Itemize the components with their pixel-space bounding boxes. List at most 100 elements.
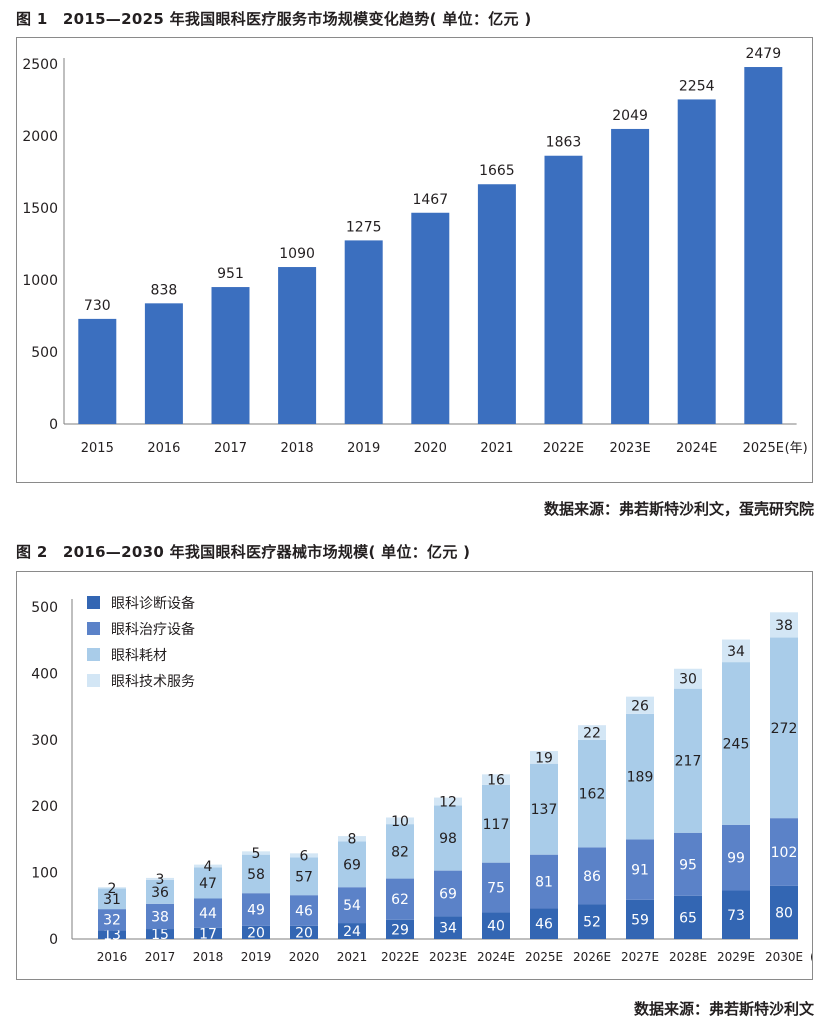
data-label: 75 <box>487 881 505 897</box>
data-label: 81 <box>535 875 553 891</box>
segment-2029E-s0 <box>722 890 750 939</box>
segment-2020-s0 <box>290 925 318 939</box>
data-label: 245 <box>723 736 750 752</box>
data-label: 8 <box>348 832 357 848</box>
data-label: 34 <box>439 921 457 937</box>
figure2-chart: 0100200300400500133231220161538363201717… <box>31 595 828 964</box>
segment-2017-s0 <box>146 929 174 939</box>
segment-2023E-s2 <box>434 805 462 871</box>
segment-2018-s2 <box>194 867 222 899</box>
data-label: 36 <box>151 885 169 901</box>
bar-2016 <box>144 303 183 424</box>
segment-2030E-s0 <box>770 885 798 939</box>
data-label: 31 <box>103 892 121 908</box>
segment-2029E-s1 <box>722 824 750 891</box>
segment-2017-s3 <box>146 877 174 880</box>
bar-2020 <box>411 212 450 424</box>
segment-2021-s2 <box>338 841 366 888</box>
segment-2024E-s2 <box>482 784 510 863</box>
data-label: 26 <box>631 698 649 714</box>
x-tick-label: 2017 <box>145 950 176 964</box>
x-unit-label: (年) <box>810 950 812 964</box>
segment-2022E-s0 <box>386 919 414 939</box>
data-label: 272 <box>771 721 798 737</box>
data-label: 49 <box>247 902 265 918</box>
segment-2020-s2 <box>290 857 318 896</box>
segment-2028E-s2 <box>674 688 702 833</box>
y-tick-label: 1000 <box>22 273 58 289</box>
x-tick-label: 2020 <box>289 950 320 964</box>
bar-2023E <box>611 128 650 424</box>
data-label: 951 <box>217 266 244 282</box>
segment-2023E-s0 <box>434 916 462 939</box>
data-label: 22 <box>583 725 601 741</box>
segment-2025E-s1 <box>530 854 558 909</box>
x-tick-label: 2022E <box>381 950 419 964</box>
y-tick-label: 100 <box>31 866 58 882</box>
y-tick-label: 1500 <box>22 201 58 217</box>
data-label: 137 <box>531 802 558 818</box>
data-label: 38 <box>151 909 169 925</box>
data-label: 40 <box>487 919 505 935</box>
segment-2027E-s2 <box>626 713 654 840</box>
data-label: 117 <box>483 817 510 833</box>
x-tick-label: 2023E <box>609 441 650 456</box>
data-label: 1090 <box>279 246 315 262</box>
segment-2017-s2 <box>146 879 174 904</box>
x-tick-label: 2019 <box>241 950 272 964</box>
legend-label: 眼科治疗设备 <box>111 621 195 638</box>
segment-2019-s2 <box>242 854 270 894</box>
y-tick-label: 300 <box>31 733 58 749</box>
data-label: 1467 <box>412 192 448 208</box>
data-label: 2 <box>108 881 117 897</box>
segment-2023E-s3 <box>434 797 462 806</box>
segment-2017-s1 <box>146 903 174 930</box>
data-label: 730 <box>84 298 111 314</box>
y-tick-label: 2500 <box>22 57 58 73</box>
segment-2019-s1 <box>242 893 270 926</box>
data-label: 95 <box>679 857 697 873</box>
figure2-title: 图 2 2016—2030 年我国眼科医疗器械市场规模( 单位：亿元 ) <box>16 543 471 561</box>
segment-2027E-s1 <box>626 839 654 900</box>
data-label: 3 <box>156 872 165 888</box>
segment-2025E-s3 <box>530 751 558 764</box>
segment-2024E-s3 <box>482 774 510 785</box>
data-label: 69 <box>439 887 457 903</box>
data-label: 80 <box>775 905 793 921</box>
segment-2022E-s3 <box>386 817 414 825</box>
segment-2020-s3 <box>290 853 318 858</box>
y-tick-label: 0 <box>49 417 58 433</box>
data-label: 38 <box>775 618 793 634</box>
segment-2021-s1 <box>338 887 366 924</box>
data-label: 58 <box>247 867 265 883</box>
data-label: 62 <box>391 892 409 908</box>
segment-2016-s0 <box>98 930 126 939</box>
segment-2024E-s1 <box>482 862 510 913</box>
data-label: 32 <box>103 913 121 929</box>
data-label: 19 <box>535 750 553 766</box>
bar-2019 <box>344 240 383 424</box>
data-label: 20 <box>247 925 265 941</box>
data-label: 1275 <box>346 219 382 235</box>
segment-2029E-s3 <box>722 639 750 663</box>
data-label: 54 <box>343 898 361 914</box>
legend-label: 眼科技术服务 <box>111 674 195 690</box>
data-label: 30 <box>679 672 697 688</box>
data-label: 17 <box>199 926 217 942</box>
segment-2018-s0 <box>194 927 222 939</box>
bar-2024E <box>677 99 716 424</box>
x-tick-label: 2016 <box>147 441 180 456</box>
segment-2021-s0 <box>338 923 366 939</box>
x-tick-label: 2025E <box>743 441 784 456</box>
x-tick-label: 2029E <box>717 950 755 964</box>
data-label: 15 <box>151 927 169 943</box>
bar-2025E <box>744 67 783 425</box>
figure2-panel: 0 100 200 300 400 500 13 32 31 2 2016 15 38 36 3 2017 17… <box>16 571 828 980</box>
x-tick-label: 2015 <box>81 441 114 456</box>
x-tick-label: 2021 <box>337 950 368 964</box>
x-tick-label: 2024E <box>676 441 717 456</box>
segment-2030E-s2 <box>770 637 798 819</box>
segment-2022E-s2 <box>386 824 414 879</box>
segment-2024E-s0 <box>482 912 510 939</box>
segment-2026E-s2 <box>578 739 606 848</box>
